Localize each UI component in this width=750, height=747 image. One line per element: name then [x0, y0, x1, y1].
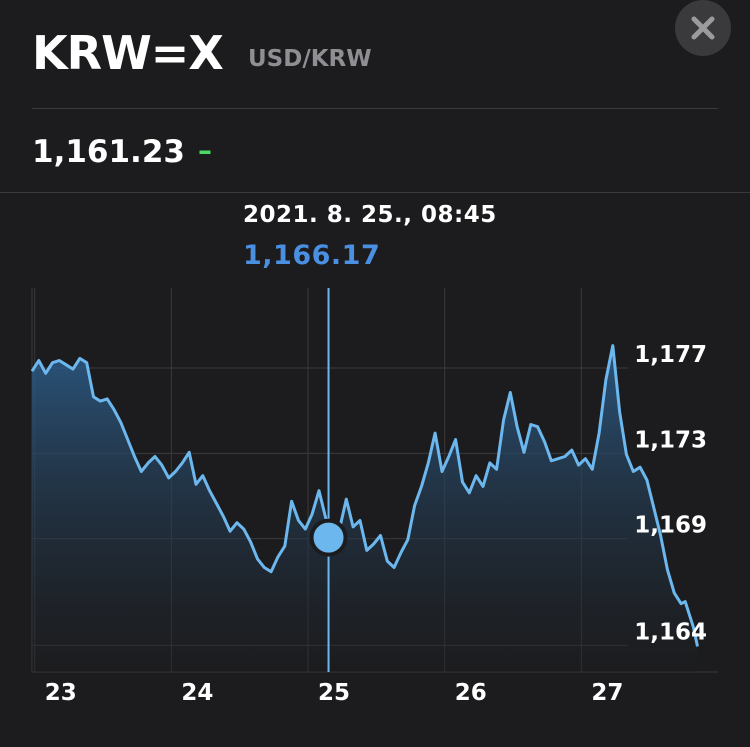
ticker-title: KRW=X — [32, 26, 224, 80]
currency-pair: USD/KRW — [248, 46, 372, 72]
chart-cursor-marker[interactable] — [309, 518, 348, 557]
x-tick-label: 26 — [455, 680, 487, 706]
x-tick-label: 24 — [181, 680, 213, 706]
chart-area-fill — [32, 345, 698, 672]
quote-divider — [0, 192, 750, 193]
hover-value: 1,166.17 — [243, 240, 381, 271]
x-tick-label: 23 — [45, 680, 77, 706]
chart-price-line — [30, 344, 699, 647]
y-tick-label: 1,173 — [634, 427, 707, 453]
hover-timestamp: 2021. 8. 25., 08:45 — [243, 202, 497, 228]
header-divider — [32, 108, 718, 109]
y-tick-label: 1,177 — [634, 342, 707, 368]
x-tick-label: 25 — [318, 680, 350, 706]
price-change: – — [198, 134, 212, 167]
x-tick-label: 27 — [591, 680, 623, 706]
close-button[interactable] — [675, 0, 731, 56]
price-chart[interactable]: 1,177 1,173 1,169 1,164 23 24 25 26 27 — [0, 280, 750, 747]
current-price: 1,161.23 — [32, 134, 185, 170]
y-tick-label: 1,169 — [634, 513, 707, 539]
close-icon — [691, 16, 715, 40]
y-tick-label: 1,164 — [634, 619, 707, 645]
